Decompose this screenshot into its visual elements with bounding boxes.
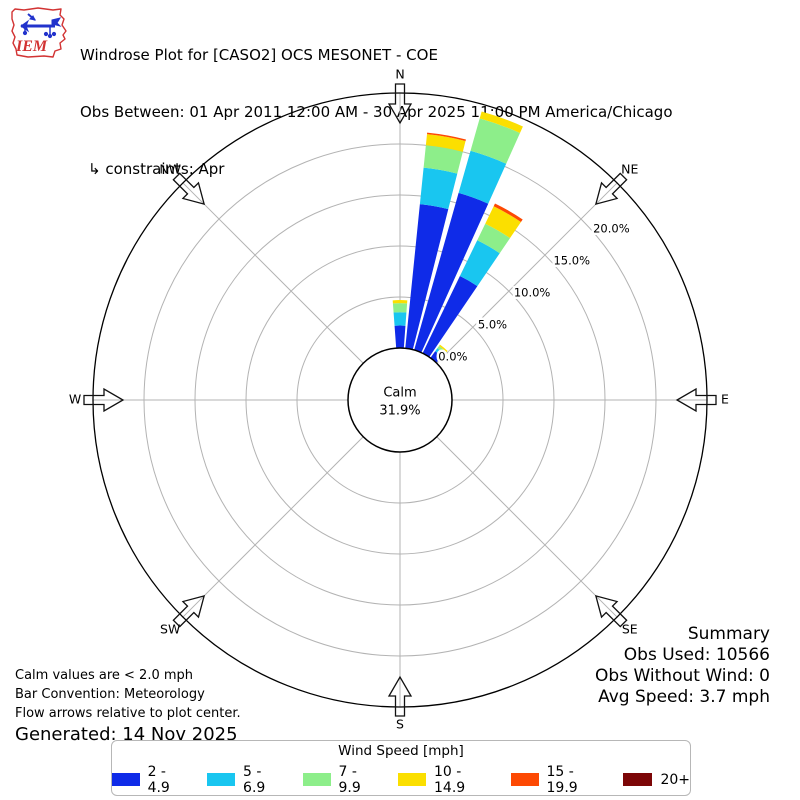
legend-item-2: 7 - 9.9 [302,763,381,796]
outer-boundary-circle [92,92,708,708]
windrose-bar-segment [392,300,408,304]
legend-items: 2 - 4.9 5 - 6.9 7 - 9.9 10 - 14.9 15 - 19.9 2… [112,764,690,796]
legend-swatch [112,773,140,786]
compass-label-s: S [396,717,404,732]
summary-obs-used: Obs Used: 10566 [623,645,770,665]
iem-logo: IEM [11,7,67,58]
ring-tick-label: 20.0% [593,221,630,235]
windrose-bar-segment [405,204,449,350]
windrose-bar-segment [419,167,458,210]
grid-ring [245,245,555,555]
flow-arrow [83,387,125,413]
weathervane-icon [20,13,62,39]
legend-item-label: 20+ [660,771,690,788]
compass-label-n: N [395,67,404,82]
windrose-bar-segment [437,345,447,355]
windrose-bar-segment [423,145,463,174]
compass-label-e: E [721,392,729,407]
legend-item-label: 7 - 9.9 [338,763,361,796]
flow-arrow [675,387,717,413]
wind-speed-legend: Wind Speed [mph] 2 - 4.9 5 - 6.9 7 - 9.9 10… [111,740,691,796]
legend-title: Wind Speed [mph] [338,742,464,759]
windrose-bar-segment [394,325,406,349]
compass-label-nw: NW [159,162,181,177]
generated-timestamp: Generated: 14 Nov 2025 [15,724,238,745]
grid-ring [143,143,657,657]
compass-label-w: W [69,392,81,407]
windrose-bar-segment [425,134,466,152]
calm-circle [347,347,453,453]
legend-item-1: 5 - 6.9 [207,764,285,796]
ring-tick-label: 0.0% [438,350,467,364]
legend-swatch [623,773,653,786]
legend-item-0: 2 - 4.9 [112,764,190,796]
flow-arrow [172,594,206,628]
flow-arrow [594,172,628,206]
legend-item-label: 2 - 4.9 [147,763,170,796]
windrose-bar-segment [485,206,521,239]
windrose-bar-segment [459,240,500,287]
legend-item-label: 5 - 6.9 [243,763,266,796]
windrose-bar-segment [435,348,445,357]
summary-avg-speed: Avg Speed: 3.7 mph [598,687,770,707]
legend-item-5: 20+ [623,772,690,788]
windrose-bar-segment [439,344,448,353]
windrose-bar-segment [414,192,489,353]
grid-ring [194,194,606,606]
compass-label-ne: NE [621,162,638,177]
windrose-bar-segment [392,303,408,313]
grid-spoke [436,182,618,364]
plot-title: Windrose Plot for [CASO2] OCS MESONET - … [80,46,438,64]
header: Windrose Plot for [CASO2] OCS MESONET - … [80,8,673,217]
grid-spoke [182,182,364,364]
legend-item-label: 15 - 19.9 [546,763,578,796]
windrose-bar-segment [393,312,407,326]
legend-swatch [398,773,426,786]
summary-title: Summary [687,624,770,644]
grid-spoke [182,436,364,618]
legend-item-3: 10 - 14.9 [398,764,494,796]
flow-arrow [387,83,413,125]
summary-obs-without-wind: Obs Without Wind: 0 [595,666,770,686]
calm-value: 31.9% [379,404,420,419]
windrose-bar-segment [422,276,478,357]
calm-note: Calm values are < 2.0 mph [15,668,194,683]
compass-label-se: SE [622,621,638,636]
summary-block: Summary Obs Used: 10566 Obs Without Wind… [595,624,770,708]
ring-tick-label: 15.0% [553,253,590,267]
flow-arrows-note: Flow arrows relative to plot center. [15,706,241,721]
windrose-bar-segment [477,223,511,254]
legend-swatch [510,773,539,786]
flow-arrow [594,594,628,628]
iem-logo-text: IEM [15,38,48,55]
compass-label-sw: SW [160,621,180,636]
windrose-bar-segment [427,132,466,141]
windrose-bar-segment [479,111,523,134]
calm-label: Calm [383,386,416,401]
windrose-bar-segment [458,150,507,204]
plot-subtitle: Obs Between: 01 Apr 2011 12:00 AM - 30 A… [80,103,673,121]
grid-ring [296,296,504,504]
plot-constraints: ↳ constraints: Apr [88,160,225,178]
legend-item-4: 15 - 19.9 [510,763,607,796]
bar-convention-note: Bar Convention: Meteorology [15,687,205,702]
flow-arrow [387,675,413,717]
ring-tick-label: 5.0% [478,318,507,332]
flow-arrow [172,172,206,206]
ring-tick-label: 10.0% [514,286,551,300]
plot-notes: Calm values are < 2.0 mph Bar Convention… [15,666,241,746]
windrose-bar-segment [470,118,520,164]
grid-spoke [436,436,618,618]
legend-swatch [207,773,236,786]
legend-swatch [302,773,331,786]
windrose-bar-segment [493,203,523,223]
legend-item-label: 10 - 14.9 [434,763,466,796]
